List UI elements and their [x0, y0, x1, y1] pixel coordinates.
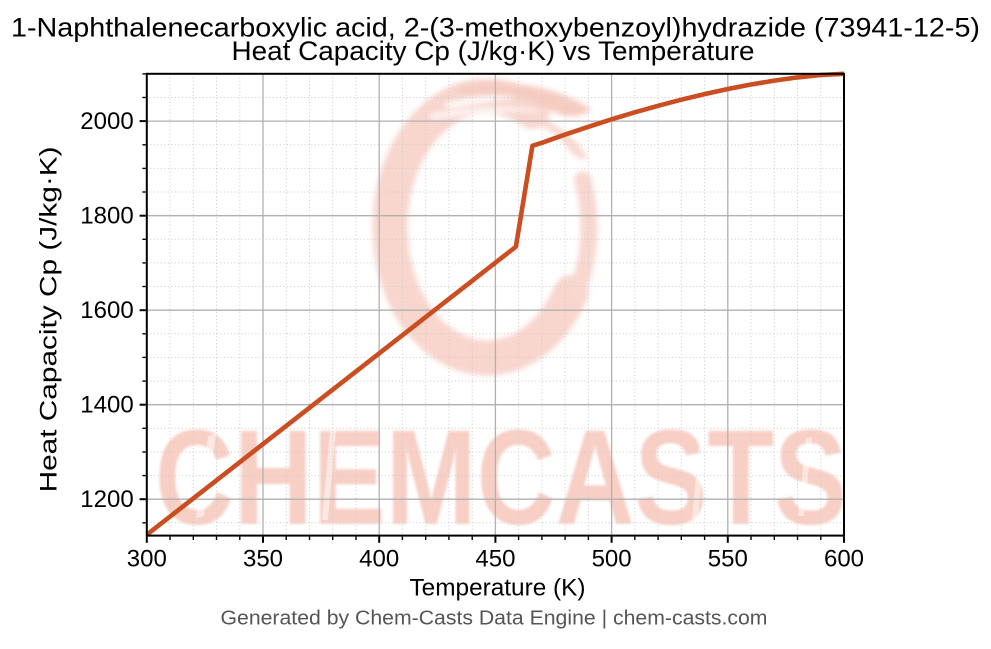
svg-text:1800: 1800	[80, 202, 133, 229]
svg-text:1200: 1200	[80, 486, 133, 513]
svg-text:450: 450	[475, 546, 515, 573]
svg-text:CHEMCASTS: CHEMCASTS	[155, 402, 847, 553]
svg-text:Generated by Chem-Casts Data E: Generated by Chem-Casts Data Engine | ch…	[221, 608, 768, 630]
svg-text:2000: 2000	[80, 108, 133, 135]
svg-text:Heat Capacity Cp (J/kg·K) vs T: Heat Capacity Cp (J/kg·K) vs Temperature	[232, 36, 755, 66]
svg-text:500: 500	[592, 546, 632, 573]
svg-text:300: 300	[127, 546, 167, 573]
svg-text:550: 550	[708, 546, 748, 573]
svg-text:1600: 1600	[80, 297, 133, 324]
svg-text:400: 400	[359, 546, 399, 573]
svg-text:600: 600	[824, 546, 864, 573]
svg-text:350: 350	[243, 546, 283, 573]
svg-text:1-Naphthalenecarboxylic acid,: 1-Naphthalenecarboxylic acid, 2-(3-metho…	[11, 13, 980, 43]
svg-text:Heat Capacity Cp (J/kg·K): Heat Capacity Cp (J/kg·K)	[36, 146, 63, 492]
svg-text:1400: 1400	[80, 391, 133, 418]
svg-text:Temperature (K): Temperature (K)	[410, 575, 586, 602]
